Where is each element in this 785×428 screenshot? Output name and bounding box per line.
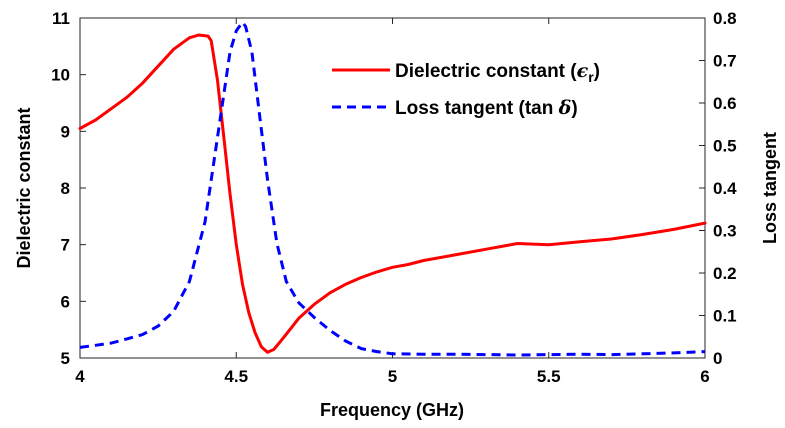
legend-label-dielectric: Dielectric constant (ϵr) bbox=[395, 60, 600, 85]
series-layer bbox=[78, 20, 707, 357]
y-left-tick-label: 8 bbox=[61, 179, 70, 198]
y-right-tick-label: 0.3 bbox=[713, 222, 737, 241]
x-tick-label: 5 bbox=[388, 367, 397, 386]
legend: Dielectric constant (ϵr) Loss tangent (t… bbox=[332, 60, 600, 119]
y-right-tick-label: 0.4 bbox=[713, 179, 737, 198]
y-right-tick-label: 0.7 bbox=[713, 52, 737, 71]
x-tick-label: 4 bbox=[75, 367, 85, 386]
y-left-tick-label: 9 bbox=[61, 122, 70, 141]
x-tick-label: 5.5 bbox=[537, 367, 561, 386]
y-axis-right-title: Loss tangent bbox=[760, 132, 780, 244]
y-right-tick-label: 0.5 bbox=[713, 137, 737, 156]
y-right-tick-label: 0 bbox=[713, 349, 722, 368]
y-left-tick-label: 11 bbox=[52, 9, 70, 28]
y-left-tick-label: 5 bbox=[61, 349, 70, 368]
y-right-tick-label: 0.2 bbox=[713, 264, 737, 283]
y-left-tick-label: 7 bbox=[61, 236, 70, 255]
legend-label-loss: Loss tangent (tan δ) bbox=[395, 97, 578, 119]
plot-area bbox=[79, 17, 706, 359]
y-axis-left-title: Dielectric constant bbox=[14, 107, 34, 268]
y-left-tick-label: 6 bbox=[61, 292, 70, 311]
x-axis-title: Frequency (GHz) bbox=[320, 400, 464, 420]
x-tick-label: 4.5 bbox=[224, 367, 248, 386]
y-right-tick-label: 0.8 bbox=[713, 9, 737, 28]
y-left-tick-label: 10 bbox=[51, 66, 70, 85]
y-right-tick-label: 0.6 bbox=[713, 94, 737, 113]
y-right-tick-label: 0.1 bbox=[713, 307, 737, 326]
series-line-dielectric-constant bbox=[78, 33, 707, 354]
x-tick-label: 6 bbox=[700, 367, 709, 386]
ticks-layer: 4 4.5 5 5.5 6 5 6 7 8 9 10 11 0 0.1 0.2 0.3 0.4 0.5 0.6 0.7… bbox=[51, 9, 737, 386]
